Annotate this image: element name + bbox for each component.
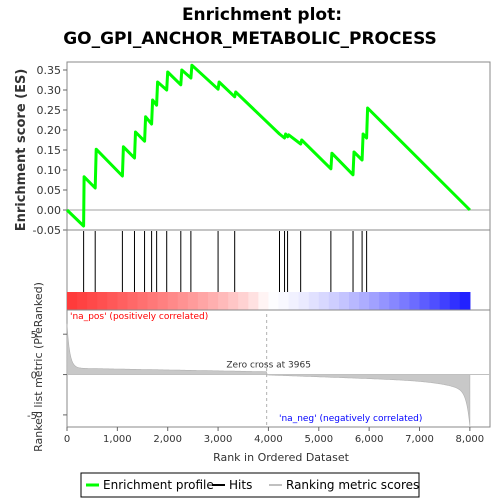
es-y-tick-label: 0.30 [37,84,62,97]
x-tick-label: 6,000 [355,434,384,445]
color-bar-segment [460,292,471,310]
color-bar-segment [450,292,461,310]
hits-panel [67,230,490,310]
legend-label-hits: Hits [229,478,252,492]
color-bar-segment [198,292,209,310]
color-bar-segment [188,292,199,310]
color-bar-segment [168,292,179,310]
legend-label-enrichment-profile: Enrichment profile [103,478,214,492]
negative-correlation-label: 'na_neg' (negatively correlated) [279,414,422,424]
es-y-tick-label: -0.05 [33,224,61,237]
color-bar-segment [138,292,149,310]
color-bar-segment [268,292,279,310]
x-axis: 0 1,000 2,000 3,000 4,000 5,000 6,000 7,000 8,00… [64,427,484,445]
color-bar-segment [389,292,400,310]
color-bar-segment [238,292,249,310]
color-bar-segment [339,292,350,310]
x-tick-label: 7,000 [405,434,434,445]
color-bar-segment [399,292,410,310]
x-tick-label: 4,000 [254,434,283,445]
es-y-tick-label: 0.00 [37,204,62,217]
es-y-tick-label: 0.15 [37,144,62,157]
zero-cross-label: Zero cross at 3965 [226,361,311,371]
es-y-tick-label: 0.05 [37,184,62,197]
color-bar-segment [218,292,229,310]
es-panel: -0.05 0.00 0.05 0.10 0.15 0.20 0.25 0.30 0.35 [33,62,490,237]
color-bar-segment [279,292,290,310]
legend-label-ranking-metric-scores: Ranking metric scores [286,478,419,492]
color-bar-segment [67,292,78,310]
color-bar-segment [299,292,310,310]
color-bar-segment [319,292,330,310]
color-bar-segment [148,292,159,310]
x-tick-label: 5,000 [304,434,333,445]
color-bar-segment [87,292,98,310]
color-bar-segment [409,292,420,310]
color-bar-segment [369,292,380,310]
color-bar-segment [158,292,169,310]
x-tick-label: 0 [64,434,70,445]
color-bar-segment [329,292,340,310]
color-bar-segment [349,292,360,310]
color-bar-segment [77,292,88,310]
color-bar-segment [379,292,390,310]
color-bar-segment [228,292,239,310]
color-bar-segment [430,292,441,310]
metric-y-axis-label: Ranked list metric (PreRanked) [32,282,45,452]
chart-title-line2: GO_GPI_ANCHOR_METABOLIC_PROCESS [63,29,437,49]
color-bar-segment [258,292,269,310]
legend: Enrichment profile Hits Ranking metric s… [81,473,419,497]
color-bar-segment [440,292,451,310]
x-tick-label: 3,000 [204,434,233,445]
es-y-tick-label: 0.35 [37,64,62,77]
color-bar-segment [420,292,431,310]
color-bar-segment [208,292,219,310]
color-bar-segment [107,292,118,310]
es-y-tick-label: 0.20 [37,124,62,137]
color-bar-segment [359,292,370,310]
color-bar-segment [97,292,108,310]
color-bar-segment [289,292,300,310]
x-tick-label: 2,000 [153,434,182,445]
positive-correlation-label: 'na_pos' (positively correlated) [70,312,208,322]
es-y-tick-label: 0.25 [37,104,62,117]
metric-panel: Zero cross at 3965 'na_pos' (positively c… [27,310,490,427]
color-bar-segment [309,292,320,310]
x-tick-label: 1,000 [103,434,132,445]
chart-title-line1: Enrichment plot: [182,5,342,25]
es-y-axis-label: Enrichment score (ES) [14,69,29,232]
x-tick-label: 8,000 [456,434,485,445]
es-plot-frame [67,62,490,230]
es-y-tick-label: 0.10 [37,164,62,177]
x-axis-label: Rank in Ordered Dataset [213,451,350,464]
color-bar-segment [248,292,259,310]
color-bar-segment [117,292,128,310]
color-bar-segment [178,292,189,310]
color-bar-segment [127,292,138,310]
